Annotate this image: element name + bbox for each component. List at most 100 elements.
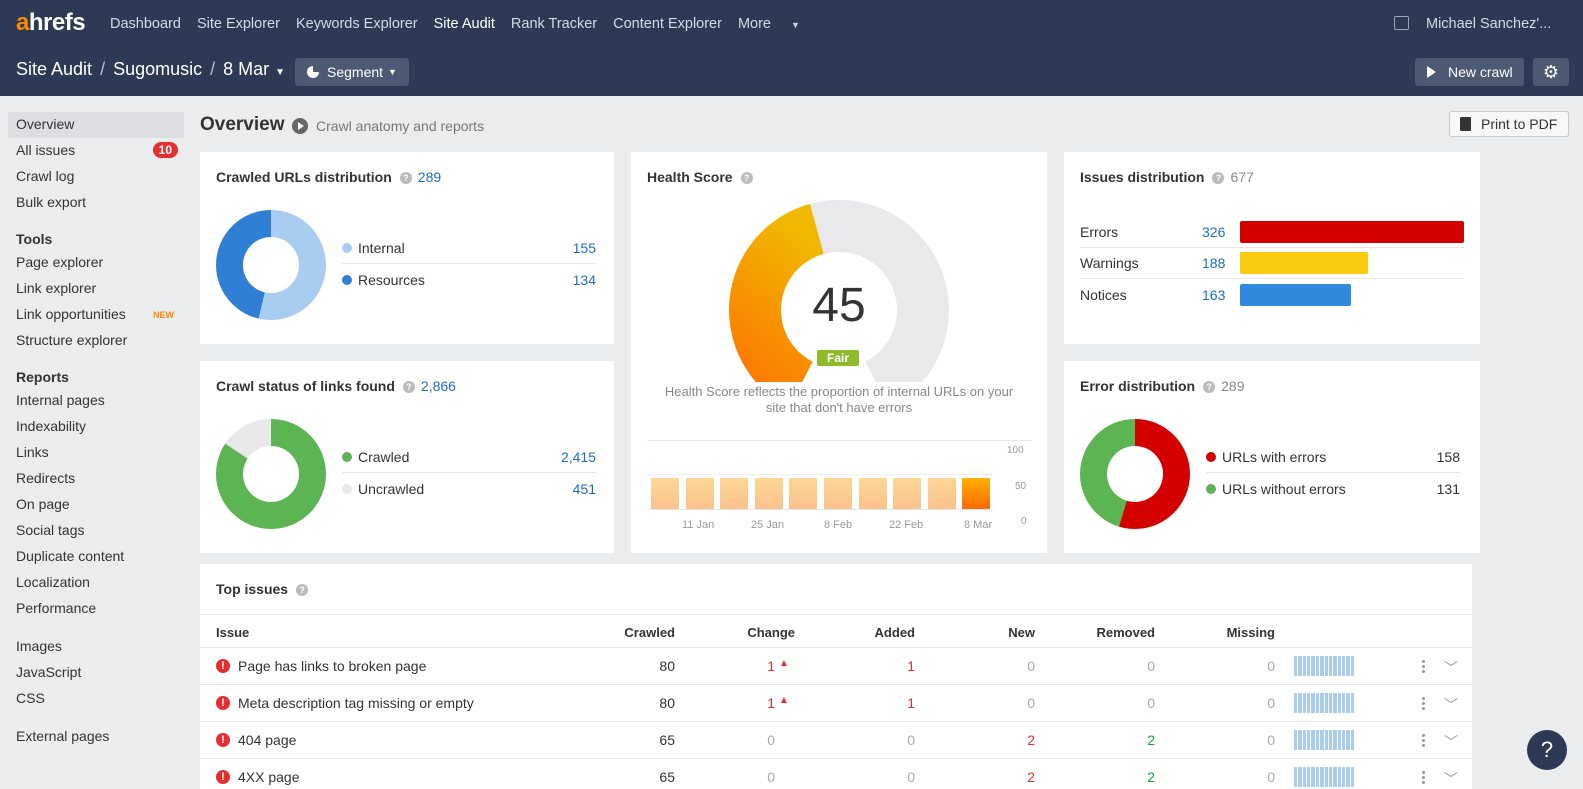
- chevron-down-icon[interactable]: ﹀: [1444, 771, 1458, 787]
- legend-value[interactable]: 2,415: [560, 449, 596, 465]
- column-issue[interactable]: Issue: [216, 625, 250, 640]
- card-total[interactable]: 289: [417, 169, 442, 185]
- sidebar-item-all-issues[interactable]: All issues 10: [8, 138, 184, 164]
- crawled-value[interactable]: 80: [659, 695, 675, 711]
- monitor-icon[interactable]: [1394, 16, 1409, 30]
- sidebar-item-structure-explorer[interactable]: Structure explorer: [16, 332, 128, 348]
- health-history-bar[interactable]: [962, 477, 991, 509]
- more-options-icon[interactable]: [1422, 770, 1425, 785]
- missing-value[interactable]: 0: [1267, 658, 1275, 674]
- more-options-icon[interactable]: [1422, 659, 1425, 674]
- issue-name[interactable]: 404 page: [238, 732, 297, 748]
- nav-rank-tracker[interactable]: Rank Tracker: [510, 16, 598, 32]
- play-video-icon[interactable]: [292, 118, 308, 134]
- crawled-value[interactable]: 65: [659, 732, 675, 748]
- settings-button[interactable]: ⚙: [1533, 58, 1569, 86]
- issue-name[interactable]: Meta description tag missing or empty: [238, 695, 474, 711]
- help-icon[interactable]: ?: [399, 172, 412, 184]
- health-history-bar[interactable]: [651, 477, 679, 509]
- legend-row[interactable]: Crawled 2,415: [342, 442, 596, 473]
- help-icon[interactable]: ?: [1203, 381, 1216, 393]
- sidebar-item-internal-pages[interactable]: Internal pages: [16, 392, 105, 408]
- more-options-icon[interactable]: [1422, 696, 1425, 711]
- issues-row-errors[interactable]: Errors 326: [1080, 217, 1464, 248]
- legend-row[interactable]: URLs without errors 131: [1206, 473, 1460, 504]
- sidebar-item-link-opportunities[interactable]: Link opportunities NEW: [8, 302, 184, 328]
- sidebar-item-images[interactable]: Images: [16, 638, 62, 654]
- sidebar-item-crawl-log[interactable]: Crawl log: [16, 168, 75, 184]
- nav-site-audit[interactable]: Site Audit: [433, 16, 495, 32]
- more-options-icon[interactable]: [1422, 733, 1425, 748]
- missing-value[interactable]: 0: [1267, 695, 1275, 711]
- new-value[interactable]: 2: [1027, 732, 1035, 748]
- nav-dashboard[interactable]: Dashboard: [110, 16, 181, 32]
- issue-name[interactable]: 4XX page: [238, 769, 300, 785]
- chevron-down-icon[interactable]: ﹀: [1444, 734, 1458, 750]
- column-change[interactable]: Change: [747, 625, 795, 640]
- sidebar-item-social-tags[interactable]: Social tags: [16, 522, 85, 538]
- table-row[interactable]: ! 404 page 65 0 0 2 2 0 ﹀: [200, 722, 1472, 759]
- legend-row[interactable]: Resources 134: [342, 264, 596, 295]
- table-row[interactable]: ! Meta description tag missing or empty …: [200, 685, 1472, 722]
- added-value[interactable]: 0: [907, 769, 915, 785]
- sidebar-item-duplicate-content[interactable]: Duplicate content: [16, 548, 125, 564]
- legend-value[interactable]: 134: [572, 271, 596, 288]
- health-history-bar[interactable]: [824, 477, 852, 509]
- help-button[interactable]: ?: [1527, 730, 1567, 770]
- ahrefs-logo[interactable]: ahrefs: [16, 9, 86, 36]
- legend-row[interactable]: URLs with errors 158: [1206, 442, 1460, 473]
- legend-value[interactable]: 155: [572, 240, 596, 256]
- help-icon[interactable]: ?: [740, 172, 753, 184]
- sidebar-item-indexability[interactable]: Indexability: [16, 418, 87, 434]
- legend-row[interactable]: Internal 155: [342, 233, 596, 264]
- sidebar-item-overview[interactable]: Overview: [8, 112, 184, 138]
- column-crawled[interactable]: Crawled: [624, 625, 675, 640]
- legend-row[interactable]: Uncrawled 451: [342, 473, 596, 504]
- breadcrumb-project[interactable]: Sugomusic: [113, 59, 203, 79]
- sidebar-item-localization[interactable]: Localization: [16, 574, 90, 590]
- added-value[interactable]: 1: [907, 658, 915, 674]
- chevron-down-icon[interactable]: ﹀: [1444, 697, 1458, 713]
- help-icon[interactable]: ?: [1212, 172, 1225, 184]
- sidebar-item-redirects[interactable]: Redirects: [16, 470, 76, 486]
- issues-row-warnings[interactable]: Warnings 188: [1080, 248, 1464, 279]
- sidebar-item-links[interactable]: Links: [16, 444, 49, 460]
- nav-site-explorer[interactable]: Site Explorer: [196, 16, 280, 32]
- user-menu[interactable]: Michael Sanchez'...: [1426, 16, 1552, 32]
- issues-value[interactable]: 326: [1202, 224, 1226, 240]
- crawled-value[interactable]: 80: [659, 658, 675, 674]
- issue-name[interactable]: Page has links to broken page: [238, 658, 427, 674]
- sidebar-item-on-page[interactable]: On page: [16, 496, 70, 512]
- nav-keywords-explorer[interactable]: Keywords Explorer: [295, 16, 418, 32]
- breadcrumb-date[interactable]: 8 Mar: [223, 59, 270, 79]
- segment-button[interactable]: Segment ▼: [295, 58, 409, 86]
- missing-value[interactable]: 0: [1267, 769, 1275, 785]
- removed-value[interactable]: 2: [1147, 732, 1155, 748]
- missing-value[interactable]: 0: [1267, 732, 1275, 748]
- legend-value[interactable]: 451: [572, 480, 596, 497]
- crawled-value[interactable]: 65: [659, 769, 675, 785]
- removed-value[interactable]: 0: [1147, 695, 1155, 711]
- issues-row-notices[interactable]: Notices 163: [1080, 279, 1464, 310]
- health-history-bar[interactable]: [789, 477, 818, 509]
- sidebar-item-page-explorer[interactable]: Page explorer: [16, 254, 104, 270]
- added-value[interactable]: 0: [907, 732, 915, 748]
- errors-bar[interactable]: [1240, 221, 1464, 243]
- table-row[interactable]: ! 4XX page 65 0 0 2 2 0 ﹀: [200, 759, 1472, 789]
- sidebar-item-performance[interactable]: Performance: [16, 600, 97, 616]
- help-icon[interactable]: ?: [402, 381, 415, 393]
- card-total[interactable]: 2,866: [420, 378, 456, 394]
- new-crawl-button[interactable]: New crawl: [1415, 58, 1524, 86]
- column-new[interactable]: New: [1008, 625, 1035, 640]
- column-missing[interactable]: Missing: [1226, 625, 1275, 640]
- crawl-anatomy-link[interactable]: Crawl anatomy and reports: [316, 118, 485, 134]
- health-history-bar[interactable]: [858, 477, 887, 509]
- health-history-bar[interactable]: [720, 477, 749, 509]
- table-row[interactable]: ! Page has links to broken page 80 1 ▲ 1 …: [200, 648, 1472, 685]
- sidebar-item-javascript[interactable]: JavaScript: [16, 664, 82, 680]
- nav-content-explorer[interactable]: Content Explorer: [613, 16, 722, 32]
- column-removed[interactable]: Removed: [1096, 625, 1155, 640]
- issues-value[interactable]: 163: [1202, 286, 1226, 303]
- chevron-down-icon[interactable]: ﹀: [1444, 660, 1458, 676]
- print-to-pdf-button[interactable]: Print to PDF: [1449, 111, 1569, 137]
